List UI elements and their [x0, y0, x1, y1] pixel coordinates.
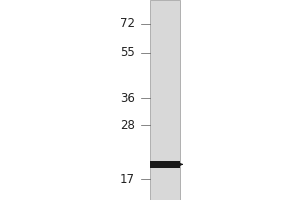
Bar — [150, 0, 180, 200]
Text: 28: 28 — [120, 119, 135, 132]
Text: 36: 36 — [120, 92, 135, 105]
Bar — [150, 161, 180, 168]
Text: 17: 17 — [120, 173, 135, 186]
Text: 55: 55 — [120, 46, 135, 59]
Text: 72: 72 — [120, 17, 135, 30]
